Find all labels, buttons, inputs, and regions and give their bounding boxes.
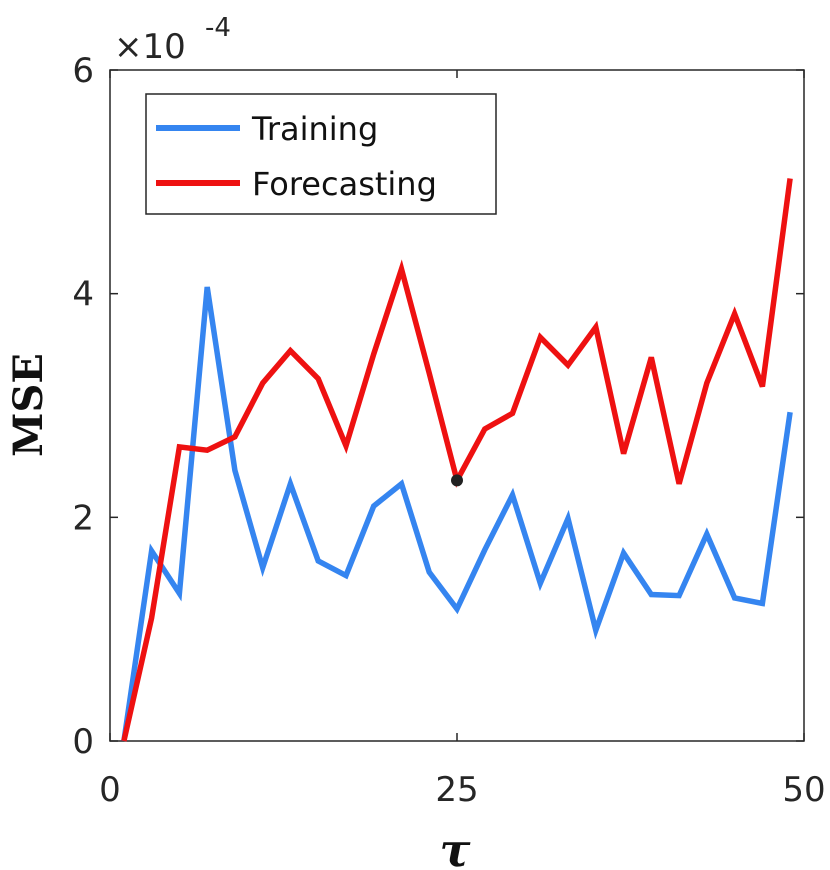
series-line-training [121,286,793,742]
y-tick-label: 6 [72,51,94,91]
x-tick-label: 25 [435,770,478,810]
x-tick-label: 0 [99,770,121,810]
x-axis-title: τ [440,823,471,870]
legend-label-forecasting: Forecasting [252,165,437,203]
annotation-marks [451,474,463,487]
legend-label-training: Training [251,110,378,148]
legend-box [145,93,497,215]
axis-ticks [109,69,805,742]
y-tick-label: 0 [72,722,94,762]
tick-labels: 0 2 4 6 0 25 50 [72,51,825,810]
annotation-marker [451,474,463,487]
y-exponent-base: ×10 [114,27,186,67]
legend: Training Forecasting [145,93,497,215]
y-tick-label: 2 [72,498,94,538]
y-axis-title: MSE [5,353,52,457]
y-tick-label: 4 [72,275,94,315]
y-exponent-power: -4 [205,13,231,43]
x-tick-label: 50 [782,770,825,810]
